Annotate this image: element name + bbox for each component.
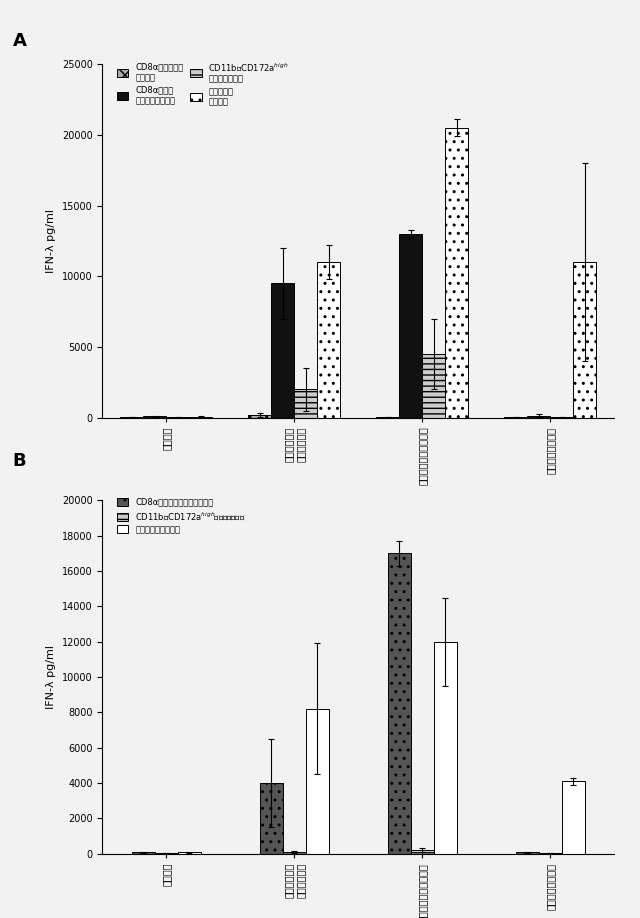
Bar bbox=[132, 852, 155, 854]
Bar bbox=[317, 263, 340, 418]
Bar bbox=[178, 852, 201, 854]
Text: A: A bbox=[13, 32, 27, 50]
Y-axis label: IFN-λ pg/ml: IFN-λ pg/ml bbox=[46, 645, 56, 709]
Bar bbox=[306, 709, 329, 854]
Bar bbox=[294, 389, 317, 418]
Bar bbox=[143, 416, 166, 418]
Bar bbox=[562, 781, 585, 854]
Bar bbox=[445, 128, 468, 418]
Bar bbox=[283, 852, 306, 854]
Bar bbox=[388, 554, 411, 854]
Y-axis label: IFN-λ pg/ml: IFN-λ pg/ml bbox=[46, 209, 56, 273]
Legend: CD8α陽性従来型
樹状細胞, CD8α従来型
樹状細胞の等価物, CD11b／CD172a$^{high}$
従来型樹状細胞, 形質細胞様
樹状細胞: CD8α陽性従来型 樹状細胞, CD8α従来型 樹状細胞の等価物, CD11b／… bbox=[117, 62, 289, 106]
Legend: CD8α従来型樹状細胞の等価物, CD11b／CD172a$^{high}$従来型樹状細胞, 形質細胞様樹状細胞: CD8α従来型樹状細胞の等価物, CD11b／CD172a$^{high}$従来… bbox=[117, 498, 246, 534]
Bar bbox=[189, 417, 212, 418]
Bar bbox=[271, 284, 294, 418]
Bar bbox=[248, 415, 271, 418]
Bar bbox=[527, 416, 550, 418]
Bar bbox=[516, 852, 539, 854]
Bar bbox=[411, 850, 434, 854]
Bar bbox=[260, 783, 283, 854]
Text: B: B bbox=[13, 452, 26, 470]
Bar bbox=[399, 234, 422, 418]
Bar bbox=[573, 263, 596, 418]
Bar bbox=[422, 354, 445, 418]
Bar bbox=[434, 642, 457, 854]
